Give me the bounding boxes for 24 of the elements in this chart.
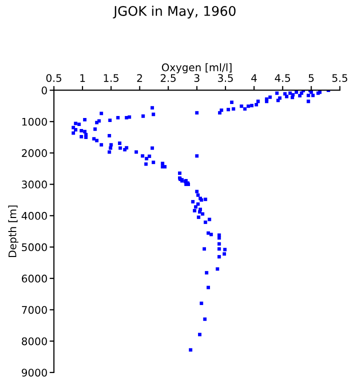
- y-tick-label: 1000: [22, 118, 47, 126]
- x-tick-label: 2: [137, 74, 142, 82]
- y-tick-label: 0: [42, 86, 47, 94]
- y-tick-label: 4000: [22, 212, 47, 220]
- chart-title: JGOK in May, 1960: [112, 6, 236, 19]
- y-tick-label: 5000: [22, 243, 47, 252]
- y-tick-label: 9000: [22, 368, 47, 377]
- x-tick-label: 2.5: [160, 74, 176, 82]
- x-tick-label: 5: [308, 74, 314, 82]
- x-tick-label: 3: [194, 74, 200, 82]
- y-axis-title: Depth [m]: [8, 206, 18, 257]
- x-tick-label: 3.5: [218, 74, 233, 82]
- y-tick-label: 2000: [22, 149, 47, 158]
- x-tick-label: 4: [251, 74, 257, 82]
- y-tick-label: 7000: [22, 306, 47, 314]
- x-tick-label: 1.5: [104, 74, 118, 82]
- y-tick-label: 6000: [22, 274, 47, 283]
- x-tick-label: 1: [80, 74, 85, 82]
- x-tick-label: 0.5: [46, 74, 62, 82]
- x-axis-title: Oxygen [ml/l]: [162, 63, 232, 74]
- x-tick-label: 5.5: [332, 74, 348, 82]
- x-tick-label: 4.5: [274, 74, 290, 82]
- y-tick-label: 8000: [22, 337, 47, 346]
- y-tick-label: 3000: [22, 180, 47, 188]
